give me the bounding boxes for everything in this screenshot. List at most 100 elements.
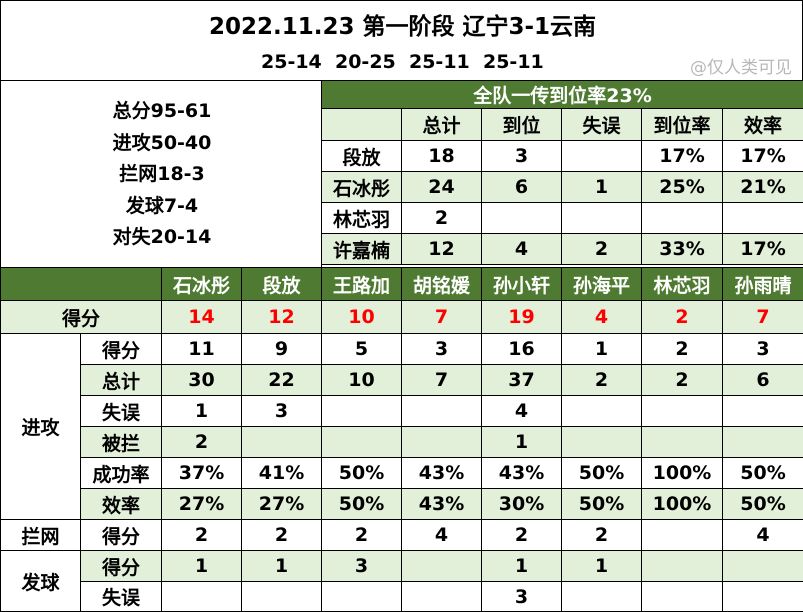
attack-group-label: 进攻 [1, 334, 81, 520]
stat-cell: 7 [402, 365, 482, 396]
stat-cell [723, 396, 803, 427]
stat-cell: 22 [242, 365, 322, 396]
stat-cell: 27% [162, 489, 242, 520]
stat-cell: 27% [242, 489, 322, 520]
summary-total-points: 总分95-61 [1, 96, 323, 123]
team-summary: 总分95-61 进攻50-40 拦网18-3 发球7-4 对失20-14 [0, 80, 322, 268]
stat-cell [562, 396, 642, 427]
stat-cell: 6 [723, 365, 803, 396]
stat-cell: 43% [482, 458, 562, 489]
attack-row: 总计 30 22 10 7 37 2 2 6 [1, 365, 803, 396]
pass-cell: 6 [482, 172, 562, 203]
player-name-header: 孙雨晴 [723, 268, 803, 301]
player-header-row: 石冰彤 段放 王路加 胡铭媛 孙小轩 孙海平 林芯羽 孙雨晴 [1, 268, 803, 301]
pass-player-name: 许嘉楠 [322, 234, 402, 265]
summary-serve: 发球7-4 [1, 191, 323, 218]
stat-cell: 41% [242, 458, 322, 489]
stat-cell: 9 [242, 334, 322, 365]
stat-cell: 50% [723, 458, 803, 489]
player-name-header: 孙海平 [562, 268, 642, 301]
player-name-header: 段放 [242, 268, 322, 301]
pass-cell [562, 141, 642, 172]
total-score-cell: 14 [162, 301, 242, 334]
total-score-cell: 4 [562, 301, 642, 334]
summary-attack: 进攻50-40 [1, 128, 323, 155]
pass-player-name: 石冰彤 [322, 172, 402, 203]
stat-row-label: 得分 [81, 334, 162, 365]
pass-table: 全队一传到位率23% 总计 到位 失误 到位率 效率 段放 18 3 17% 1… [321, 80, 803, 265]
serve-row: 失误 3 [1, 582, 803, 612]
pass-row: 林芯羽 2 [322, 203, 803, 234]
stat-cell [322, 396, 402, 427]
stat-cell: 11 [162, 334, 242, 365]
pass-col-header: 到位率 [642, 109, 723, 141]
block-group-label: 拦网 [1, 520, 81, 551]
pass-row: 段放 18 3 17% 17% [322, 141, 803, 172]
pass-cell [723, 203, 803, 234]
total-score-cell: 2 [642, 301, 723, 334]
stat-cell [242, 582, 322, 612]
stat-cell: 50% [322, 489, 402, 520]
stat-cell: 43% [402, 489, 482, 520]
stat-cell: 3 [402, 334, 482, 365]
stat-cell: 1 [562, 334, 642, 365]
serve-row: 发球 得分 1 1 3 1 1 [1, 551, 803, 582]
attack-row: 失误 1 3 4 [1, 396, 803, 427]
pass-title-row: 全队一传到位率23% [322, 81, 803, 109]
stat-cell: 1 [242, 551, 322, 582]
stat-cell: 3 [482, 582, 562, 612]
stat-row-label: 效率 [81, 489, 162, 520]
pass-cell [642, 203, 723, 234]
watermark: @仅人类可见 [690, 53, 792, 78]
player-header-corner [1, 268, 162, 301]
stat-cell [562, 427, 642, 458]
total-score-cell: 10 [322, 301, 402, 334]
stat-cell: 3 [723, 334, 803, 365]
stat-cell: 1 [162, 396, 242, 427]
stat-cell [322, 427, 402, 458]
stat-cell: 4 [402, 520, 482, 551]
pass-col-header: 效率 [723, 109, 803, 141]
player-name-header: 孙小轩 [482, 268, 562, 301]
stat-cell [562, 582, 642, 612]
pass-column-header-row: 总计 到位 失误 到位率 效率 [322, 109, 803, 141]
stat-cell: 3 [322, 551, 402, 582]
pass-cell: 17% [723, 141, 803, 172]
stat-cell: 4 [482, 396, 562, 427]
stat-cell: 3 [242, 396, 322, 427]
set-scores: 25-14 20-25 25-11 25-11 [261, 51, 544, 73]
stat-cell: 2 [642, 334, 723, 365]
stat-cell [402, 396, 482, 427]
stat-cell: 100% [642, 458, 723, 489]
stat-cell: 1 [162, 551, 242, 582]
pass-cell [562, 203, 642, 234]
player-name-header: 石冰彤 [162, 268, 242, 301]
stat-cell: 43% [402, 458, 482, 489]
pass-cell: 18 [402, 141, 482, 172]
stat-cell: 50% [562, 458, 642, 489]
pass-cell: 12 [402, 234, 482, 265]
pass-cell: 21% [723, 172, 803, 203]
stat-cell [242, 427, 322, 458]
stat-row-label: 总计 [81, 365, 162, 396]
total-score-row: 得分 14 12 10 7 19 4 2 7 [1, 301, 803, 334]
stat-cell: 50% [562, 489, 642, 520]
pass-col-header: 失误 [562, 109, 642, 141]
stat-cell [162, 582, 242, 612]
total-score-cell: 19 [482, 301, 562, 334]
player-name-header: 林芯羽 [642, 268, 723, 301]
pass-corner-cell [322, 109, 402, 141]
pass-cell [482, 203, 562, 234]
pass-cell: 3 [482, 141, 562, 172]
stat-cell: 2 [562, 365, 642, 396]
stat-cell: 16 [482, 334, 562, 365]
stat-cell: 37% [162, 458, 242, 489]
block-row: 拦网 得分 2 2 2 4 2 2 4 [1, 520, 803, 551]
stat-cell: 2 [162, 427, 242, 458]
match-title: 2022.11.23 第一阶段 辽宁3-1云南 [1, 7, 803, 41]
stat-cell: 5 [322, 334, 402, 365]
stat-cell: 30% [482, 489, 562, 520]
stat-cell: 1 [562, 551, 642, 582]
stat-cell [642, 427, 723, 458]
stat-cell: 1 [482, 551, 562, 582]
